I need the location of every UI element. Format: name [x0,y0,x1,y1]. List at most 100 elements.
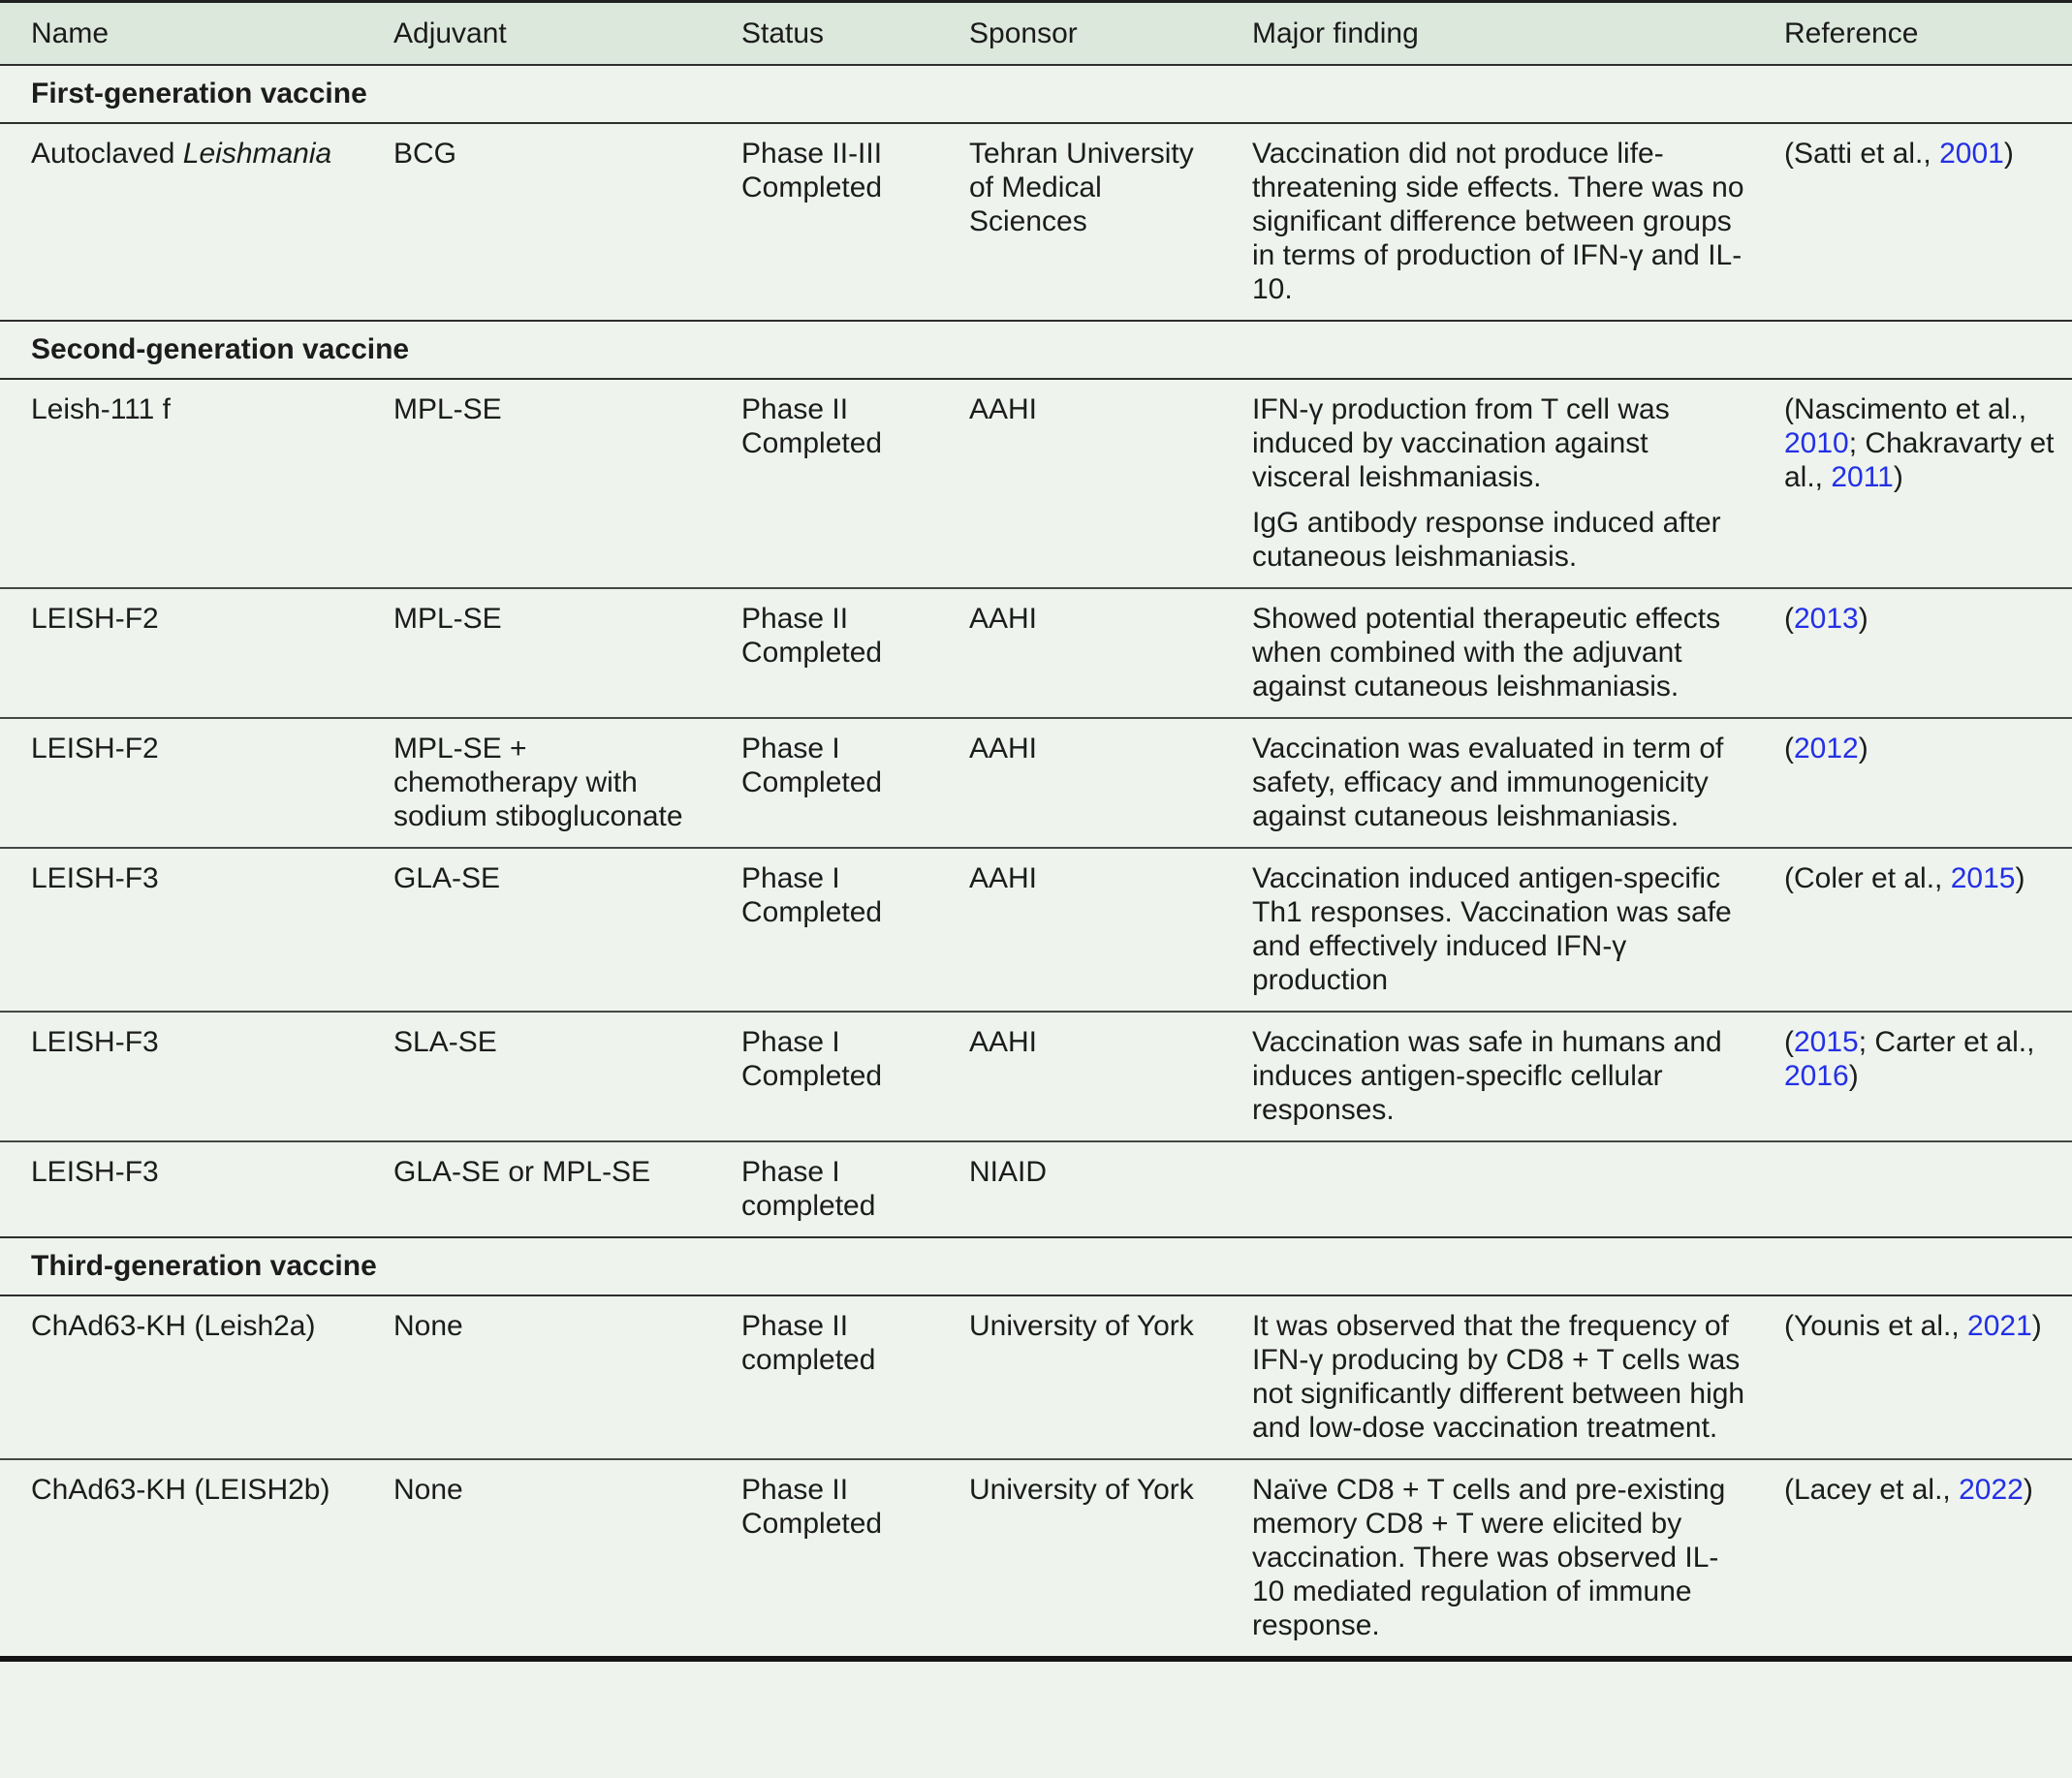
reference-text: ) [1848,1060,1859,1092]
section-title: Third-generation vaccine [31,1250,377,1282]
vaccine-name: LEISH-F2 [31,733,159,764]
status-cell: Phase I Completed [741,733,883,798]
major-finding-cell: Vaccination induced antigen-specific Th1… [1252,848,1784,1012]
column-header-name: Name [31,17,110,49]
vaccine-name: LEISH-F3 [31,862,159,894]
name-cell: LEISH-F3 [0,1012,393,1141]
column-header-reference: Reference [1784,17,1919,49]
finding-paragraph: Showed potential therapeutic effects whe… [1252,603,1721,702]
reference-cell: (Coler et al., 2015) [1784,848,2072,1012]
reference-text: (Nascimento et al., [1784,393,2027,425]
column-header-adjuvant: Adjuvant [393,17,507,49]
vaccine-trials-table: Name Adjuvant Status Sponsor Major findi… [0,1,2072,1662]
name-cell: LEISH-F2 [0,718,393,848]
reference-text: ) [2003,138,2014,170]
sponsor-cell: University of York [969,1474,1194,1506]
major-finding-cell: Vaccination was safe in humans and induc… [1252,1012,1784,1141]
citation-year-link[interactable]: 2021 [1967,1310,2032,1342]
reference-text: ; Chakravarty et al., [1784,427,2055,493]
vaccine-row: LEISH-F3 GLA-SE or MPL-SE Phase I complete… [0,1141,2072,1237]
citation-year-link[interactable]: 2016 [1784,1060,1849,1092]
reference-text: ( [1784,1026,1794,1058]
vaccine-row: Autoclaved Leishmania BCG Phase II-III Com… [0,123,2072,321]
name-cell: LEISH-F3 [0,848,393,1012]
status-cell: Phase II Completed [741,393,883,459]
vaccine-name: ChAd63-KH (LEISH2b) [31,1474,330,1506]
sponsor-cell: NIAID [969,1156,1048,1188]
status-cell: Phase I Completed [741,862,883,928]
column-header-status: Status [741,17,825,49]
citation-year-link[interactable]: 2015 [1950,862,2016,894]
section-row: Third-generation vaccine [0,1237,2072,1295]
section-title: First-generation vaccine [31,78,367,109]
sponsor-cell: AAHI [969,733,1038,764]
vaccine-name: Leish-111 f [31,393,171,425]
finding-paragraph: Naïve CD8 + T cells and pre-existing mem… [1252,1474,1726,1641]
reference-cell: (Lacey et al., 2022) [1784,1459,2072,1659]
reference-text: ( [1784,603,1794,635]
citation-year-link[interactable]: 2012 [1794,733,1859,764]
sponsor-cell: AAHI [969,603,1038,635]
citation-year-link[interactable]: 2011 [1831,461,1894,493]
section-row: Second-generation vaccine [0,321,2072,379]
sponsor-cell: AAHI [969,862,1038,894]
sponsor-cell: AAHI [969,1026,1038,1058]
adjuvant-cell: SLA-SE [393,1026,497,1058]
name-cell: LEISH-F3 [0,1141,393,1237]
status-cell: Phase II completed [741,1310,876,1376]
vaccine-row: LEISH-F3 GLA-SE Phase I Completed AAHI Vacci… [0,848,2072,1012]
finding-paragraph: Vaccination was evaluated in term of saf… [1252,733,1724,832]
vaccine-name: Autoclaved [31,138,183,170]
name-cell: ChAd63-KH (Leish2a) [0,1295,393,1459]
reference-cell: (Satti et al., 2001) [1784,123,2072,321]
name-cell: Autoclaved Leishmania [0,123,393,321]
section-title: Second-generation vaccine [31,333,410,365]
vaccine-name: LEISH-F3 [31,1156,159,1188]
major-finding-cell: Naïve CD8 + T cells and pre-existing mem… [1252,1459,1784,1659]
reference-text: ) [1858,603,1868,635]
table-body: First-generation vaccine Autoclaved Leish… [0,65,2072,1659]
reference-cell: (2013) [1784,588,2072,718]
adjuvant-cell: BCG [393,138,457,170]
reference-text: ) [2031,1310,2042,1342]
reference-text: (Satti et al., [1784,138,1940,170]
citation-year-link[interactable]: 2013 [1794,603,1859,635]
name-cell: LEISH-F2 [0,588,393,718]
citation-year-link[interactable]: 2022 [1959,1474,2024,1506]
reference-text: ) [2015,862,2025,894]
vaccine-name: LEISH-F3 [31,1026,159,1058]
citation-year-link[interactable]: 2001 [1939,138,2004,170]
finding-paragraph: Vaccination was safe in humans and induc… [1252,1026,1722,1126]
reference-text: ( [1784,733,1794,764]
adjuvant-cell: MPL-SE [393,393,502,425]
status-cell: Phase II Completed [741,603,883,669]
reference-cell: (2012) [1784,718,2072,848]
reference-text: ) [2023,1474,2033,1506]
sponsor-cell: AAHI [969,393,1038,425]
citation-year-link[interactable]: 2010 [1784,427,1849,459]
adjuvant-cell: MPL-SE + chemotherapy with sodium stibog… [393,733,683,832]
finding-paragraph: IFN-γ production from T cell was induced… [1252,393,1670,493]
vaccine-row: Leish-111 f MPL-SE Phase II Completed AAHI I… [0,379,2072,588]
sponsor-cell: Tehran University of Medical Sciences [969,138,1194,237]
major-finding-cell: Vaccination was evaluated in term of saf… [1252,718,1784,848]
reference-text: (Younis et al., [1784,1310,1968,1342]
name-cell: ChAd63-KH (LEISH2b) [0,1459,393,1659]
citation-year-link[interactable]: 2015 [1794,1026,1859,1058]
reference-cell [1784,1141,2072,1237]
finding-paragraph: It was observed that the frequency of IF… [1252,1310,1745,1444]
major-finding-cell: It was observed that the frequency of IF… [1252,1295,1784,1459]
status-cell: Phase I Completed [741,1026,883,1092]
adjuvant-cell: None [393,1474,463,1506]
vaccine-row: LEISH-F3 SLA-SE Phase I Completed AAHI Vacci… [0,1012,2072,1141]
vaccine-name-italic: Leishmania [182,138,332,170]
vaccine-name: LEISH-F2 [31,603,159,635]
reference-text: (Coler et al., [1784,862,1951,894]
status-cell: Phase II-III Completed [741,138,883,203]
adjuvant-cell: GLA-SE or MPL-SE [393,1156,651,1188]
major-finding-cell: Vaccination did not produce life-threate… [1252,123,1784,321]
vaccine-row: ChAd63-KH (Leish2a) None Phase II complete… [0,1295,2072,1459]
column-header-sponsor: Sponsor [969,17,1078,49]
reference-cell: (Younis et al., 2021) [1784,1295,2072,1459]
